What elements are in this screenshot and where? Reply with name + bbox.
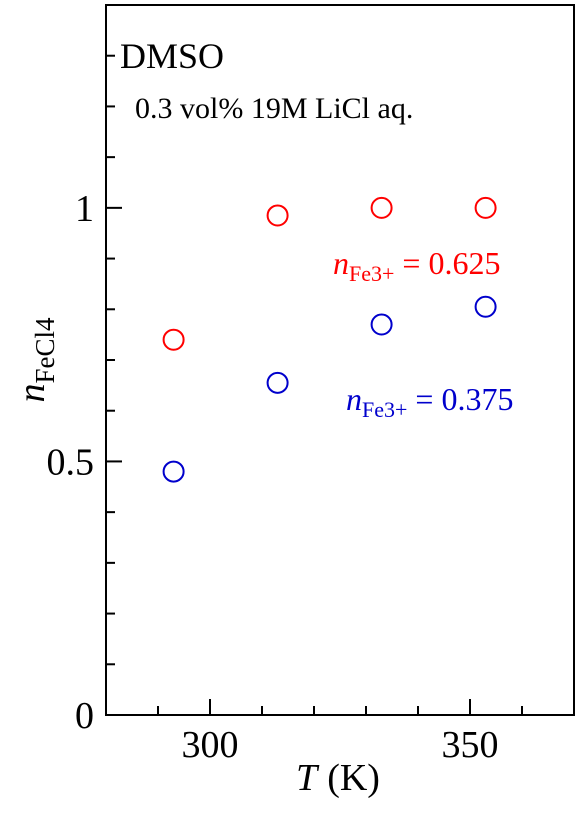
data-point-series-1 (474, 295, 497, 318)
x-ticks (157, 699, 523, 715)
x-tick-label: 300 (182, 724, 239, 766)
data-point-series-1 (162, 460, 185, 483)
y-ticks (106, 54, 122, 666)
data-point-series-0 (162, 328, 185, 351)
series-points (162, 196, 497, 483)
data-point-series-1 (266, 371, 289, 394)
y-tick-label: 0.5 (47, 441, 95, 483)
y-tick-label: 1 (75, 188, 94, 230)
y-axis-label: nFeCl4 (11, 317, 60, 403)
annotation-condition: 0.3 vol% 19M LiCl aq. (135, 92, 413, 125)
data-point-series-0 (266, 204, 289, 227)
y-tick-label: 0 (75, 695, 94, 737)
data-point-series-0 (370, 196, 393, 219)
data-point-series-0 (474, 196, 497, 219)
x-axis-label: T (K) (296, 757, 380, 799)
legend-label-series-0: nFe3+ = 0.625 (333, 245, 500, 286)
y-tick-labels: 00.51 (47, 188, 95, 737)
data-point-series-1 (370, 313, 393, 336)
legend-label-series-1: nFe3+ = 0.375 (346, 381, 513, 422)
annotation-solvent: DMSO (120, 36, 224, 76)
x-tick-labels: 300 350 (182, 724, 499, 766)
x-tick-label: 350 (442, 724, 499, 766)
